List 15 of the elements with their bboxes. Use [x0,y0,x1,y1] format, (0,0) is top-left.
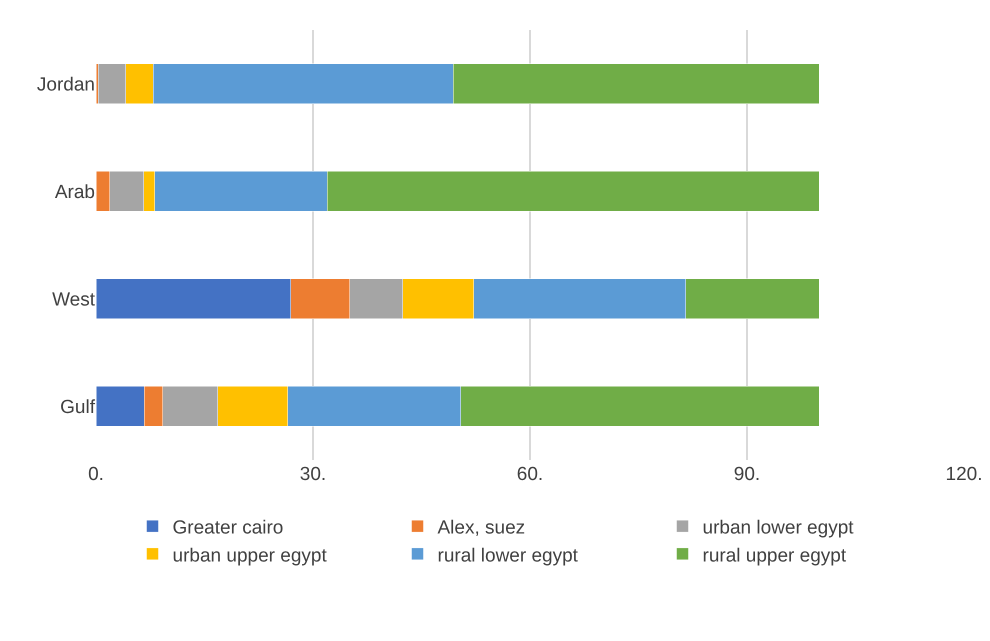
x-tick-label: 90. [734,464,760,485]
x-tick-label: 120. [946,464,982,485]
x-tick-label: 60. [516,464,544,485]
legend-label: rural upper egypt [702,545,847,566]
legend-label: rural lower egypt [438,545,579,566]
legend-label: urban lower egypt [702,518,854,539]
y-tick-label: Jordan [36,74,95,96]
legend-label: Alex, suez [438,518,526,539]
y-tick-label: West [52,289,96,310]
legend-label: urban upper egypt [172,545,328,566]
legend-label: Greater cairo [172,518,284,539]
y-tick-label: Gulf [60,396,96,418]
x-tick-label: 30. [300,464,326,485]
y-tick-label: Arab [54,182,95,203]
x-tick-label: 0. [88,464,104,485]
